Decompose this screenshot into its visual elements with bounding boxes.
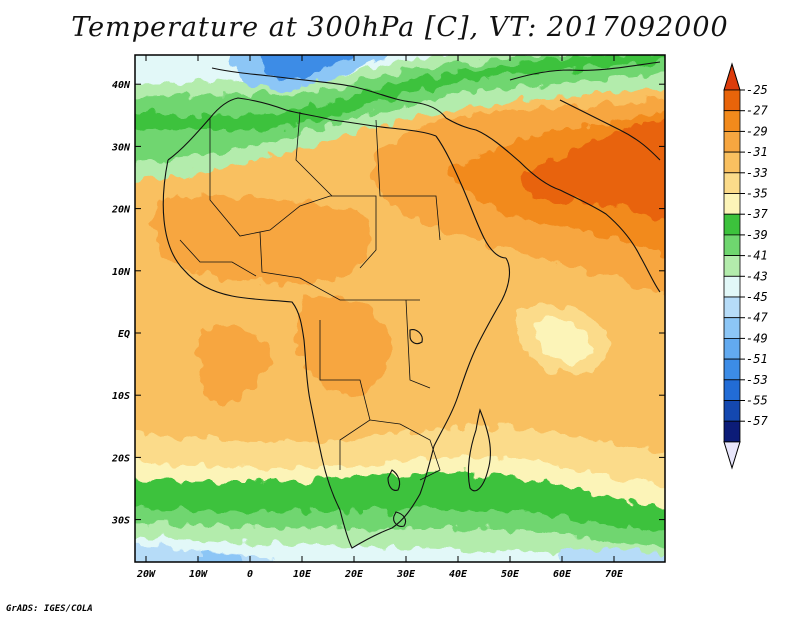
colorbar-label: -27 xyxy=(746,104,768,118)
colorbar-swatch xyxy=(723,130,741,153)
grads-credit: GrADS: IGES/COLA xyxy=(6,604,93,614)
colorbar-label: -31 xyxy=(746,145,768,159)
colorbar-label: -29 xyxy=(746,124,768,138)
lat-tick-label: 20N xyxy=(111,205,131,216)
lat-tick-label: 30S xyxy=(111,516,130,527)
lat-tick-label: 40N xyxy=(112,80,131,91)
coastlines xyxy=(162,61,661,549)
colorbar-swatch xyxy=(723,317,741,339)
colorbar-label: -37 xyxy=(746,207,768,221)
chart-title: Temperature at 300hPa [C], VT: 201709200… xyxy=(71,12,729,43)
lon-tick-label: 20W xyxy=(136,569,156,580)
temperature-field xyxy=(135,55,665,562)
colorbar-label: -45 xyxy=(746,290,768,304)
lon-tick-label: 10E xyxy=(293,569,312,580)
colorbar-swatch xyxy=(723,337,741,360)
colorbar-label: -33 xyxy=(746,166,768,180)
colorbar-label: -53 xyxy=(746,373,768,387)
colorbar-swatch xyxy=(723,110,741,132)
lat-tick-label: 10S xyxy=(112,391,130,402)
colorbar-label: -39 xyxy=(746,228,768,242)
colorbar-swatch xyxy=(723,296,741,319)
colorbar-swatch xyxy=(723,379,741,401)
colorbar-label: -35 xyxy=(746,187,768,201)
map-frame xyxy=(134,54,666,563)
lon-tick-label: 0 xyxy=(247,569,253,580)
colorbar-top-arrow xyxy=(723,62,741,91)
lat-tick-label: 30N xyxy=(111,142,131,153)
colorbar-swatch xyxy=(723,255,741,277)
colorbar-swatch xyxy=(723,420,741,443)
colorbar-swatch xyxy=(723,275,741,298)
colorbar-swatch xyxy=(723,151,741,174)
lat-tick-label: EQ xyxy=(118,329,130,340)
colorbar-swatch xyxy=(723,193,741,215)
colorbar-swatch xyxy=(723,172,741,194)
axis-ticks: 40N 30N 20N 10N EQ 10S 20S 30S 20W 10W 0 10E 20E 30E 4… xyxy=(111,55,665,580)
colorbar-swatch xyxy=(723,234,741,256)
colorbar-swatch xyxy=(723,358,741,381)
lon-tick-label: 40E xyxy=(449,569,468,580)
colorbar-swatch xyxy=(723,400,741,422)
lon-tick-label: 60E xyxy=(553,569,572,580)
lon-tick-label: 30E xyxy=(396,569,416,580)
lat-tick-label: 10N xyxy=(112,267,131,278)
colorbar-label: -49 xyxy=(746,331,768,345)
lon-tick-label: 70E xyxy=(605,569,624,580)
colorbar-swatch xyxy=(723,89,741,112)
lon-tick-label: 50E xyxy=(501,569,520,580)
colorbar-label: -47 xyxy=(746,311,768,325)
colorbar-label: -41 xyxy=(746,249,768,263)
colorbar-label: -43 xyxy=(746,269,768,283)
colorbar-label: -57 xyxy=(746,414,768,428)
colorbar-label: -51 xyxy=(746,352,768,366)
lat-tick-label: 20S xyxy=(111,453,130,464)
lon-tick-label: 10W xyxy=(189,569,208,580)
colorbar-label: -25 xyxy=(746,83,768,97)
colorbar-swatch xyxy=(723,213,741,236)
colorbar: -25 -27 -29 -31 -33 -35 -37 -39 -41 -43 -45 -47 -49 -… xyxy=(723,62,768,470)
colorbar-label: -55 xyxy=(746,394,768,408)
lon-tick-label: 20E xyxy=(344,569,364,580)
country-borders xyxy=(179,111,441,481)
colorbar-bottom-arrow xyxy=(723,441,741,470)
